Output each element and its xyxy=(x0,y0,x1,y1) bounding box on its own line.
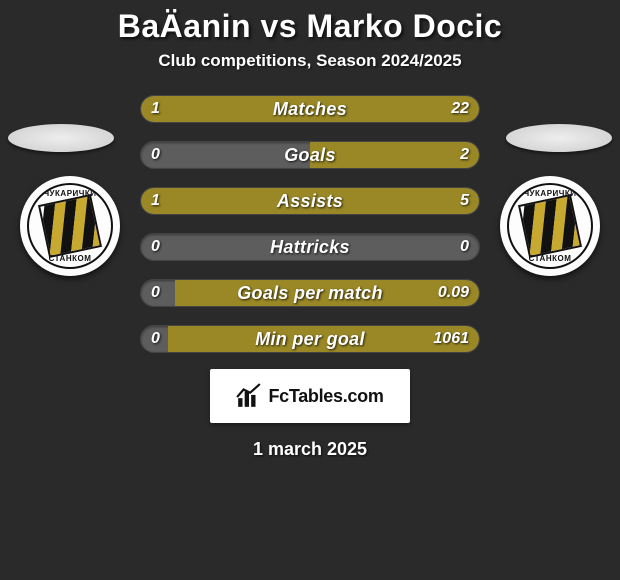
stat-label: Matches xyxy=(141,96,479,122)
page-title: BaÄanin vs Marko Docic xyxy=(118,8,502,45)
stat-label: Goals xyxy=(141,142,479,168)
snapshot-date: 1 march 2025 xyxy=(253,439,367,460)
bar-chart-icon xyxy=(236,383,262,409)
stat-row: 00.09Goals per match xyxy=(140,279,480,307)
brand-logo: FcTables.com xyxy=(236,383,383,409)
stat-row: 00Hattricks xyxy=(140,233,480,261)
stat-row: 15Assists xyxy=(140,187,480,215)
brand-badge: FcTables.com xyxy=(210,369,410,423)
stat-row: 01061Min per goal xyxy=(140,325,480,353)
stat-row: 122Matches xyxy=(140,95,480,123)
stats-list: 122Matches 02Goals 15Assists 00Hattricks 00.… xyxy=(0,95,620,353)
stat-label: Assists xyxy=(141,188,479,214)
stat-label: Goals per match xyxy=(141,280,479,306)
stat-label: Min per goal xyxy=(141,326,479,352)
comparison-card: BaÄanin vs Marko Docic Club competitions… xyxy=(0,0,620,580)
page-subtitle: Club competitions, Season 2024/2025 xyxy=(158,51,461,71)
brand-text: FcTables.com xyxy=(268,386,383,407)
stat-label: Hattricks xyxy=(141,234,479,260)
stat-row: 02Goals xyxy=(140,141,480,169)
